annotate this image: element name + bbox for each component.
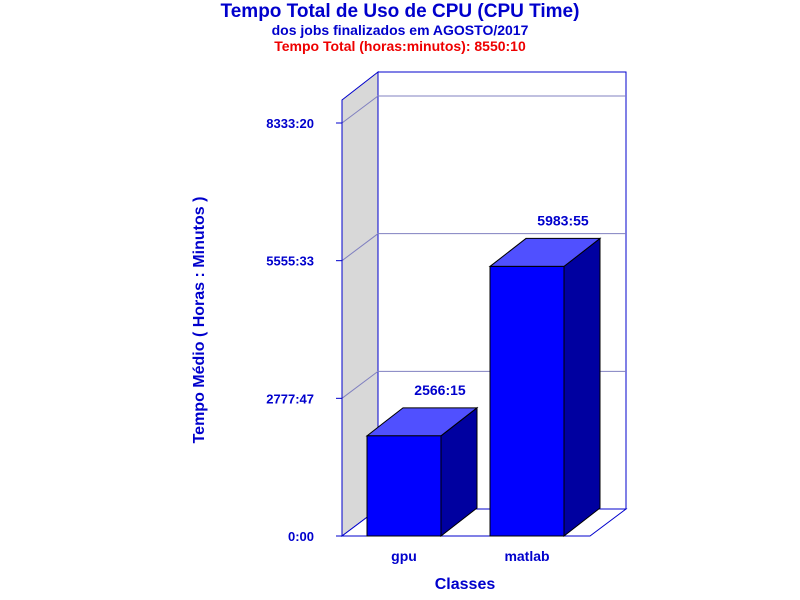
bar-value-label: 2566:15 bbox=[414, 382, 466, 398]
y-axis-label: Tempo Médio ( Horas : Minutos ) bbox=[191, 197, 208, 444]
chart-subtitle: dos jobs finalizados em AGOSTO/2017 bbox=[271, 22, 529, 38]
y-tick-label: 0:00 bbox=[288, 529, 314, 544]
bar bbox=[366, 435, 442, 537]
x-axis-label: Classes bbox=[435, 576, 496, 593]
bar-value-label: 5983:55 bbox=[537, 212, 589, 228]
y-tick-label: 8333:20 bbox=[266, 116, 314, 131]
chart-title: Tempo Total de Uso de CPU (CPU Time) bbox=[220, 1, 580, 22]
x-tick-label: gpu bbox=[391, 548, 417, 564]
gridline bbox=[341, 233, 626, 262]
y-tick-label: 5555:33 bbox=[266, 254, 314, 269]
bar bbox=[489, 265, 565, 537]
bar-side bbox=[563, 237, 601, 538]
x-tick-label: matlab bbox=[504, 548, 549, 564]
chart-total-label: Tempo Total (horas:minutos): 8550:10 bbox=[274, 38, 526, 54]
y-tick-label: 2777:47 bbox=[266, 391, 314, 406]
